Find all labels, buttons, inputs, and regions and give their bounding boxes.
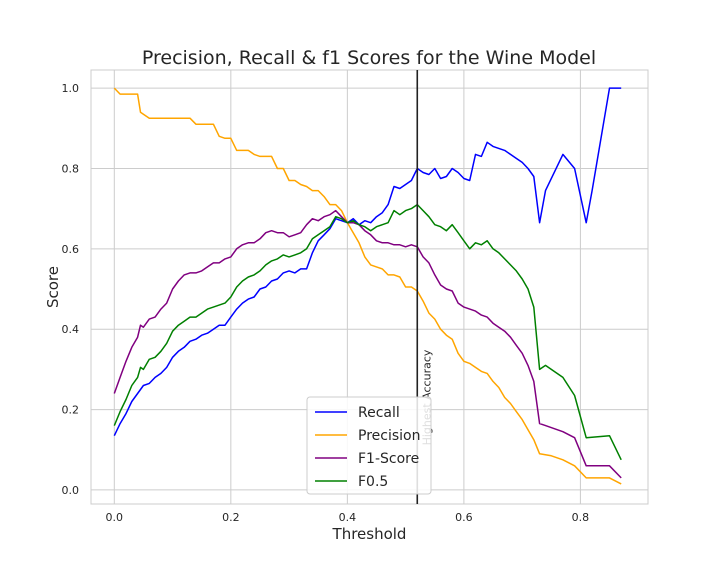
x-axis-label: Threshold (332, 525, 407, 543)
y-axis-label: Score (44, 266, 62, 308)
x-tick-label: 0.8 (572, 511, 590, 524)
legend-label: F0.5 (358, 474, 388, 490)
legend-box (306, 396, 432, 495)
legend-label: Recall (358, 405, 400, 421)
y-tick-label: 1.0 (62, 82, 80, 95)
x-tick-label: 0.0 (106, 511, 124, 524)
legend-label: F1-Score (358, 451, 419, 467)
y-tick-label: 0.4 (62, 323, 80, 336)
y-tick-label: 0.6 (62, 243, 80, 256)
legend: Recall Precision F1-Score F0.5 (306, 396, 432, 495)
y-tick-label: 0.8 (62, 162, 80, 175)
series-line-f0-5 (113, 203, 622, 461)
x-axis-ticks: 0.0 0.2 0.4 0.6 0.8 (106, 511, 590, 524)
series-lines (113, 87, 622, 485)
y-tick-label: 0.2 (62, 404, 80, 417)
x-tick-label: 0.6 (455, 511, 473, 524)
y-axis-ticks: 0.0 0.2 0.4 0.6 0.8 1.0 (62, 82, 80, 497)
series-line-f1-score (113, 209, 622, 479)
y-tick-label: 0.0 (62, 484, 80, 497)
chart-title: Precision, Recall & f1 Scores for the Wi… (142, 47, 596, 69)
x-tick-label: 0.4 (339, 511, 357, 524)
x-tick-label: 0.2 (222, 511, 240, 524)
series-line-precision (113, 87, 622, 485)
legend-label: Precision (358, 428, 420, 444)
